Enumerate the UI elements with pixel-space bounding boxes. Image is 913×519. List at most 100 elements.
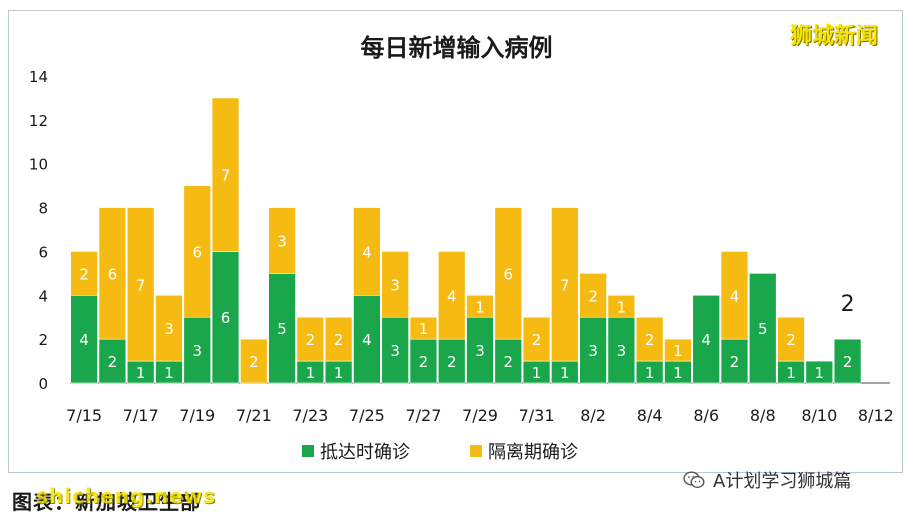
x-tick-label: 8/10 — [801, 406, 837, 425]
data-label: 1 — [673, 364, 683, 382]
legend-item-quarantine: 隔离期确诊 — [470, 438, 578, 464]
bar-segment — [777, 316, 805, 362]
x-tick-label: 8/4 — [637, 406, 663, 425]
data-label: 2 — [532, 331, 542, 349]
bar-segment — [381, 251, 409, 318]
x-tick-label: 8/6 — [693, 406, 719, 425]
bar-segment — [381, 316, 409, 384]
y-tick-label: 2 — [38, 331, 48, 349]
x-tick-label: 8/8 — [750, 406, 776, 425]
data-label: 1 — [560, 364, 570, 382]
bar-segment — [126, 207, 155, 362]
x-tick-label: 7/25 — [349, 406, 385, 425]
bar-segment — [720, 338, 749, 384]
data-label: 1 — [673, 342, 683, 360]
data-label: 5 — [758, 320, 768, 338]
y-tick-label: 0 — [38, 375, 48, 393]
data-label: 2 — [79, 265, 89, 283]
data-label: 2 — [306, 331, 316, 349]
bar-segment — [324, 316, 353, 362]
x-tick-label: 7/29 — [462, 406, 498, 425]
data-label: 4 — [362, 331, 372, 349]
bar-segment — [692, 294, 720, 384]
bar-segment — [437, 338, 466, 384]
chart-title: 每日新增输入病例 — [360, 34, 553, 62]
x-tick-label: 7/27 — [405, 406, 441, 425]
x-tick-label: 7/23 — [292, 406, 328, 425]
data-label: 1 — [306, 364, 316, 382]
bar-segment — [805, 360, 834, 384]
bar-segment — [353, 294, 381, 384]
bar-segment — [211, 97, 240, 252]
bar-segment — [98, 207, 127, 340]
y-tick-label: 6 — [38, 243, 48, 261]
data-label: 4 — [701, 331, 711, 349]
data-label: 2 — [786, 331, 796, 349]
bar-segment — [183, 316, 211, 384]
data-label: 2 — [447, 353, 457, 371]
legend-label-arrival: 抵达时确诊 — [320, 442, 410, 463]
data-label: 2 — [334, 331, 344, 349]
data-label: 3 — [390, 276, 400, 294]
bar-segment — [522, 316, 551, 362]
bar-segment — [437, 251, 466, 340]
bar-segment — [155, 294, 183, 362]
data-label: 1 — [815, 364, 825, 382]
data-label: 7 — [221, 167, 231, 185]
x-tick-label: 7/17 — [123, 406, 159, 425]
data-label: 1 — [164, 364, 174, 382]
data-label: 3 — [164, 320, 174, 338]
data-label: 2 — [588, 287, 598, 305]
y-tick-label: 4 — [38, 287, 48, 305]
data-label: 4 — [362, 243, 372, 261]
data-label: 4 — [447, 287, 457, 305]
bar-segment — [466, 294, 494, 318]
source-text: 图表：新加坡卫生部 — [12, 490, 201, 514]
data-label: 2 — [645, 331, 655, 349]
data-label: 6 — [108, 265, 118, 283]
wechat-icon — [683, 471, 705, 489]
x-tick-label: 7/15 — [66, 406, 102, 425]
data-label: 2 — [419, 353, 429, 371]
bar-segment — [494, 207, 523, 340]
data-label: 2 — [504, 353, 514, 371]
data-label: 1 — [532, 364, 542, 382]
data-label: 1 — [136, 364, 146, 382]
bar-annotation: 2 — [841, 292, 855, 317]
bar-segment — [607, 316, 636, 384]
x-tick-label: 7/21 — [236, 406, 272, 425]
bar-segment — [635, 316, 664, 362]
bar-segment — [579, 316, 607, 384]
data-label: 3 — [588, 342, 598, 360]
x-tick-label: 8/2 — [580, 406, 606, 425]
y-tick-label: 10 — [29, 156, 48, 174]
data-label: 2 — [843, 353, 853, 371]
bar-segment — [268, 273, 296, 384]
bar-segment — [607, 294, 636, 318]
y-tick-label: 14 — [29, 68, 48, 86]
bar-segment — [409, 316, 438, 340]
wechat-account: A计划学习狮城篇 — [683, 467, 851, 493]
bar-segment — [211, 251, 240, 384]
source-credit: 图表：新加坡卫生部 shicheng.news — [12, 484, 215, 515]
bar-segment — [579, 273, 607, 318]
data-label: 4 — [730, 287, 740, 305]
x-tick-label: 8/12 — [858, 406, 894, 425]
data-label: 7 — [560, 276, 570, 294]
bar-segment — [98, 338, 127, 384]
data-label: 2 — [730, 353, 740, 371]
bar-segment — [268, 207, 296, 274]
legend-label-quarantine: 隔离期确诊 — [488, 442, 578, 463]
data-label: 1 — [419, 320, 429, 338]
bar-segment — [749, 273, 777, 384]
bar-segment — [833, 338, 862, 384]
data-label: 7 — [136, 276, 146, 294]
chart-frame — [8, 10, 903, 473]
bar-segment — [296, 316, 325, 362]
bar-segment — [70, 251, 98, 296]
x-tick-label: 7/31 — [519, 406, 555, 425]
legend-item-arrival: 抵达时确诊 — [302, 438, 410, 464]
data-label: 2 — [249, 353, 259, 371]
bar-segment — [494, 338, 523, 384]
